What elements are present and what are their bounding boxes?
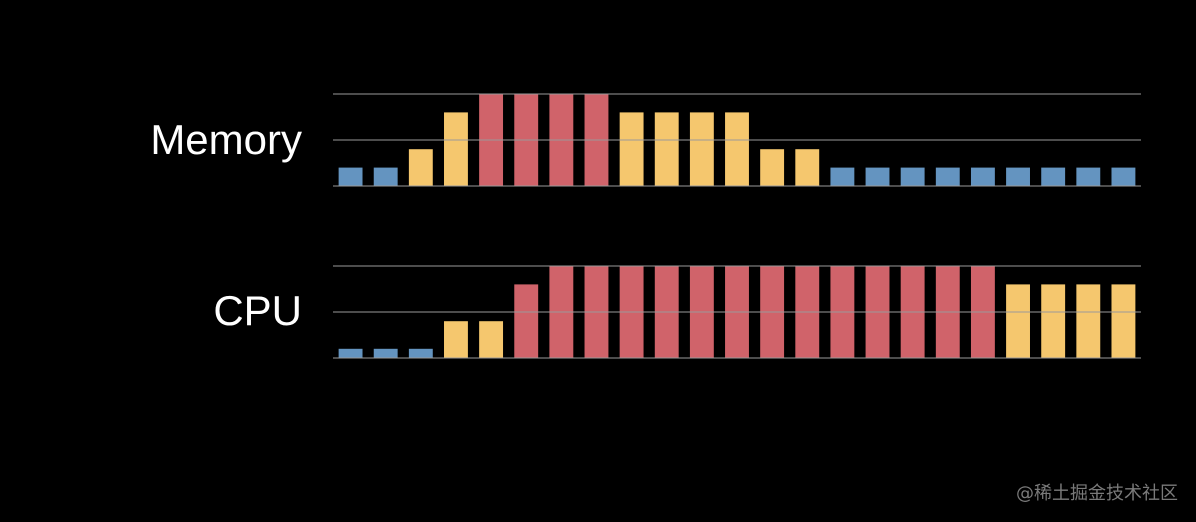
bar xyxy=(760,149,785,186)
bar xyxy=(1041,284,1066,358)
bar xyxy=(1111,167,1136,186)
chart-title: Memory xyxy=(150,116,302,163)
bar xyxy=(689,112,714,186)
bar xyxy=(408,149,433,186)
bar xyxy=(1111,284,1136,358)
bar xyxy=(619,112,644,186)
bar xyxy=(1076,167,1101,186)
bar xyxy=(935,167,960,186)
bar xyxy=(970,167,995,186)
bar xyxy=(654,112,679,186)
bar xyxy=(373,167,398,186)
bar xyxy=(1006,167,1030,186)
bar xyxy=(444,112,468,186)
watermark: @稀土掘金技术社区 xyxy=(1016,483,1178,504)
bar xyxy=(725,112,749,186)
bar xyxy=(795,149,820,186)
bar xyxy=(900,167,925,186)
bar xyxy=(408,348,433,358)
bar xyxy=(1006,284,1030,358)
bar xyxy=(514,284,539,358)
bar xyxy=(444,321,468,358)
bar xyxy=(373,348,398,358)
bar xyxy=(1041,167,1066,186)
chart-title: CPU xyxy=(213,287,302,334)
bar xyxy=(1076,284,1101,358)
bar xyxy=(479,321,504,358)
bar xyxy=(338,167,363,186)
bar xyxy=(830,167,855,186)
bar xyxy=(338,348,363,358)
bar xyxy=(865,167,890,186)
